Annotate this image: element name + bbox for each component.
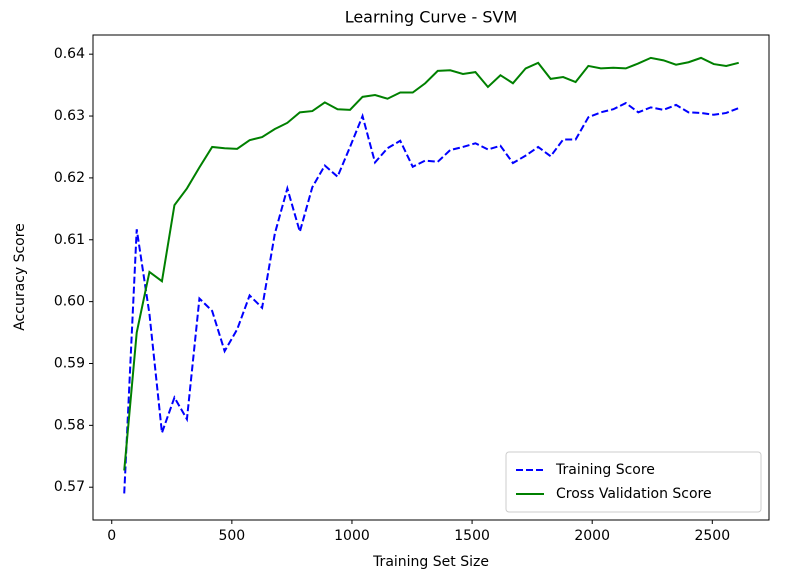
y-tick-label: 0.63 <box>54 108 85 124</box>
legend: Training Score Cross Validation Score <box>505 451 762 513</box>
y-tick-label: 0.58 <box>54 417 85 433</box>
x-tick-label: 2500 <box>694 528 730 544</box>
legend-box <box>505 451 762 513</box>
y-tick-label: 0.59 <box>54 355 85 371</box>
legend-label: Training Score <box>555 462 655 478</box>
x-tick-label: 500 <box>218 528 245 544</box>
x-tick-label: 1500 <box>454 528 490 544</box>
x-tick-label: 1000 <box>334 528 370 544</box>
y-tick-label: 0.61 <box>54 232 85 248</box>
y-tick-label: 0.60 <box>54 294 85 310</box>
chart-title: Learning Curve - SVM <box>345 8 518 27</box>
x-axis-label: Training Set Size <box>372 554 489 570</box>
x-tick-label: 0 <box>107 528 116 544</box>
x-tick-label: 2000 <box>574 528 610 544</box>
y-tick-label: 0.64 <box>54 46 85 62</box>
y-tick-label: 0.62 <box>54 170 85 186</box>
plot-frame <box>92 34 770 521</box>
y-tick-label: 0.57 <box>54 479 85 495</box>
series-line <box>123 56 739 471</box>
legend-label: Cross Validation Score <box>556 486 712 502</box>
series-line <box>123 101 740 494</box>
y-axis-label: Accuracy Score <box>12 223 28 331</box>
